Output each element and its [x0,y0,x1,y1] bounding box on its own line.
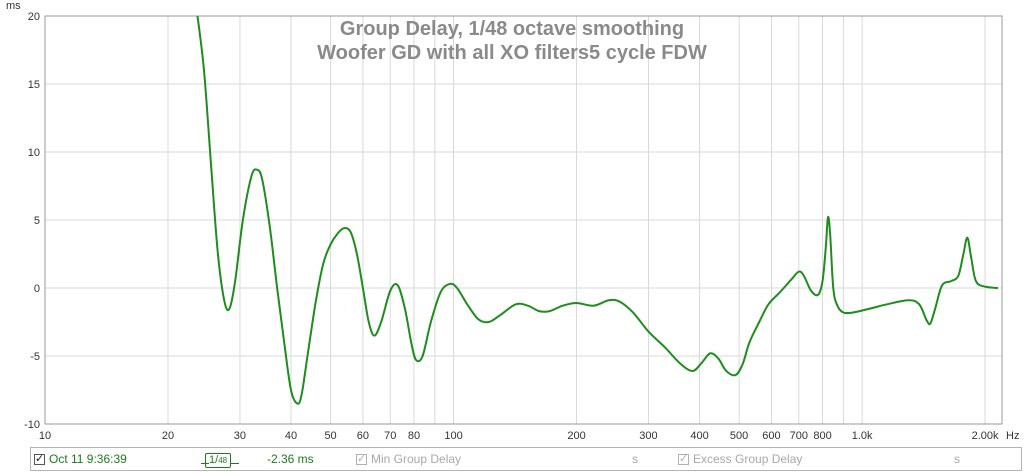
group-delay-series-line [196,16,999,405]
excess-group-delay-unit: s [954,452,960,466]
y-tick-label: -10 [24,419,40,431]
smoothing-indicator[interactable]: 1/48 [201,452,240,468]
cursor-value: -2.36 ms [267,452,314,466]
excess-group-delay-checkbox[interactable] [678,452,689,465]
chart-subtitle: Woofer GD with all XO filters5 cycle FDW [317,42,707,64]
smoothing-numerator: 1/ [209,454,219,466]
legend-bar: Oct 11 9:36:39 1/48 -2.36 ms Min Group D… [30,447,1022,471]
grid [45,16,1002,424]
min-group-delay-item[interactable]: Min Group Delay [356,452,461,466]
y-tick-label: -5 [30,351,40,363]
x-tick-label: 1.0k [852,430,873,442]
group-delay-chart: 10 20 30 40 50 60 70 80 100 200 300 400 500 600 700 800… [6,0,1019,442]
x-tick-label: 100 [444,430,462,442]
x-tick-label: 80 [408,430,420,442]
x-tick-label: 60 [357,430,369,442]
y-tick-label: 0 [34,283,40,295]
trace-date-label: Oct 11 9:36:39 [49,452,127,466]
x-tick-label: 70 [384,430,396,442]
min-group-delay-label: Min Group Delay [371,452,462,466]
x-tick-label: 300 [639,430,657,442]
y-tick-label: 20 [28,11,40,23]
trace-checkbox[interactable] [34,452,45,465]
smoothing-badge[interactable]: 1/48 [205,453,232,468]
x-tick-label: 400 [690,430,708,442]
x-tick-label: 2.00k [972,430,999,442]
smoothing-denominator: 48 [218,456,228,465]
plot-area [44,15,1003,425]
min-group-delay-unit: s [632,452,638,466]
x-tick-label: 500 [730,430,748,442]
min-group-delay-checkbox[interactable] [356,452,367,465]
x-tick-label: 50 [324,430,336,442]
y-tick-label: 10 [28,147,40,159]
x-tick-label: 600 [762,430,780,442]
x-tick-label: 30 [234,430,246,442]
trace-legend-item[interactable]: Oct 11 9:36:39 [34,452,127,466]
excess-group-delay-item[interactable]: Excess Group Delay [678,452,802,466]
y-tick-label: 15 [28,79,40,91]
x-tick-label: 10 [39,430,51,442]
y-axis-unit-label: ms [6,0,21,12]
x-axis-unit-label: Hz [1006,430,1019,442]
x-tick-label: 800 [813,430,831,442]
x-tick-label: 20 [162,430,174,442]
chart-title: Group Delay, 1/48 octave smoothing [340,18,684,40]
x-tick-label: 200 [567,430,585,442]
x-tick-label: 700 [790,430,808,442]
y-tick-label: 5 [34,215,40,227]
x-tick-label: 40 [285,430,297,442]
excess-group-delay-label: Excess Group Delay [693,452,803,466]
